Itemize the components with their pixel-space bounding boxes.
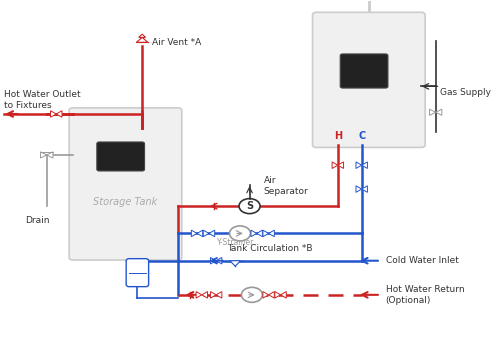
Text: Air Vent *A: Air Vent *A: [152, 38, 201, 47]
Circle shape: [242, 287, 262, 302]
FancyBboxPatch shape: [97, 142, 144, 171]
Polygon shape: [192, 230, 197, 237]
Text: Storage Tank: Storage Tank: [94, 196, 158, 206]
Polygon shape: [40, 152, 46, 158]
Polygon shape: [196, 292, 202, 298]
Polygon shape: [436, 109, 442, 115]
Polygon shape: [332, 162, 338, 169]
Text: Tank Circulation *B: Tank Circulation *B: [227, 244, 312, 252]
Polygon shape: [210, 292, 216, 298]
FancyBboxPatch shape: [312, 12, 425, 148]
Polygon shape: [138, 34, 145, 37]
Polygon shape: [216, 292, 222, 298]
Polygon shape: [263, 292, 268, 298]
Polygon shape: [268, 292, 274, 298]
Text: Drain: Drain: [25, 216, 50, 225]
Text: Hot Water Outlet
to Fixtures: Hot Water Outlet to Fixtures: [4, 90, 80, 110]
Polygon shape: [263, 230, 268, 237]
Polygon shape: [136, 37, 148, 42]
Polygon shape: [230, 261, 240, 266]
Circle shape: [230, 226, 250, 241]
Text: Y-Strainer: Y-Strainer: [216, 238, 254, 247]
Text: S: S: [246, 201, 253, 211]
Polygon shape: [356, 162, 362, 169]
Polygon shape: [362, 186, 368, 192]
FancyBboxPatch shape: [340, 54, 388, 88]
Polygon shape: [204, 230, 209, 237]
Polygon shape: [430, 109, 436, 115]
Polygon shape: [56, 111, 62, 117]
Polygon shape: [46, 152, 53, 158]
Polygon shape: [356, 186, 362, 192]
Text: C: C: [358, 131, 366, 141]
FancyBboxPatch shape: [126, 259, 148, 287]
Polygon shape: [268, 230, 274, 237]
Polygon shape: [362, 162, 368, 169]
Polygon shape: [280, 292, 286, 298]
Polygon shape: [338, 162, 344, 169]
Text: Air
Separator: Air Separator: [264, 175, 308, 196]
Text: Cold Water Inlet: Cold Water Inlet: [386, 256, 458, 265]
Polygon shape: [251, 230, 256, 237]
Polygon shape: [50, 111, 56, 117]
Polygon shape: [197, 230, 203, 237]
Circle shape: [239, 198, 260, 214]
Polygon shape: [202, 292, 207, 298]
Polygon shape: [275, 292, 280, 298]
Polygon shape: [209, 230, 214, 237]
Text: H: H: [334, 131, 342, 141]
FancyBboxPatch shape: [69, 108, 182, 260]
Text: Gas Supply: Gas Supply: [440, 88, 492, 97]
Text: Hot Water Return
(Optional): Hot Water Return (Optional): [386, 285, 464, 305]
Polygon shape: [256, 230, 262, 237]
Polygon shape: [210, 257, 216, 264]
Polygon shape: [216, 257, 222, 264]
